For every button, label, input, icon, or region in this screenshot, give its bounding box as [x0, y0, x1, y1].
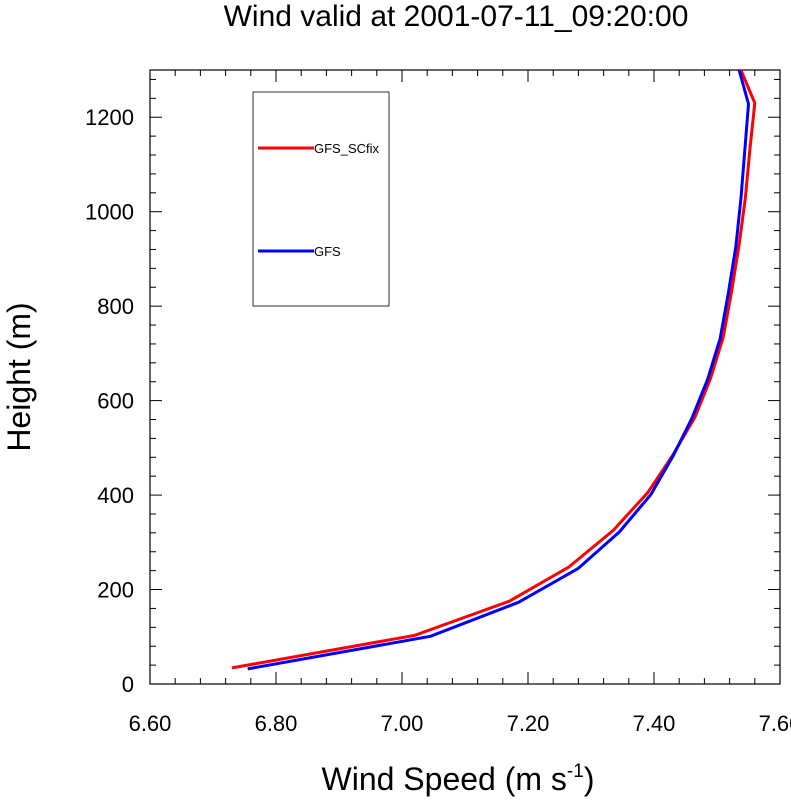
x-tick-label: 7.00 — [381, 711, 424, 736]
x-tick-label: 7.20 — [507, 711, 550, 736]
x-axis-title-main: Wind Speed (m s — [322, 761, 567, 797]
x-axis-title-superscript: -1 — [567, 761, 584, 782]
y-tick-label: 1000 — [85, 200, 134, 225]
series-line-gfs — [247, 69, 750, 671]
chart-title: Wind valid at 2001-07-11_09:20:00 — [224, 0, 689, 33]
y-tick-label: 200 — [97, 578, 134, 603]
legend-label-gfs: GFS — [314, 244, 341, 259]
plot-area: 6.60 6.80 7.00 7.20 7.40 7.60 0 200 400 600 800 100… — [85, 69, 791, 736]
axis-ticks — [149, 70, 781, 685]
y-axis-title: Height (m) — [1, 302, 37, 451]
legend-box — [252, 91, 390, 307]
series-line-gfs-scfix — [231, 69, 757, 670]
legend: GFS_SCfix GFS — [252, 91, 390, 307]
x-tick-label: 6.60 — [129, 711, 172, 736]
x-axis-title: Wind Speed (m s-1) — [322, 761, 595, 797]
y-tick-label: 800 — [97, 294, 134, 319]
legend-label-gfs-scfix: GFS_SCfix — [314, 141, 380, 156]
y-tick-label: 0 — [122, 672, 134, 697]
x-tick-label: 6.80 — [255, 711, 298, 736]
x-tick-label: 7.40 — [633, 711, 676, 736]
plot-frame — [149, 69, 781, 685]
x-tick-label: 7.60 — [759, 711, 791, 736]
y-tick-label: 400 — [97, 483, 134, 508]
x-axis-title-suffix: ) — [584, 761, 595, 797]
y-tick-label: 600 — [97, 389, 134, 414]
y-tick-label: 1200 — [85, 105, 134, 130]
